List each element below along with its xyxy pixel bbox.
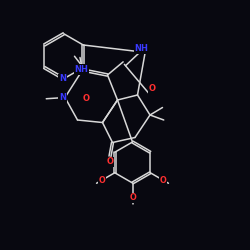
Text: O: O: [129, 194, 136, 202]
Text: O: O: [160, 176, 166, 185]
Text: N: N: [59, 74, 66, 83]
Text: O: O: [106, 157, 114, 166]
Text: O: O: [83, 94, 90, 103]
Text: NH: NH: [134, 44, 148, 53]
Text: N: N: [59, 93, 66, 102]
Text: O: O: [98, 176, 105, 185]
Text: NH: NH: [74, 65, 88, 74]
Text: O: O: [149, 84, 156, 93]
